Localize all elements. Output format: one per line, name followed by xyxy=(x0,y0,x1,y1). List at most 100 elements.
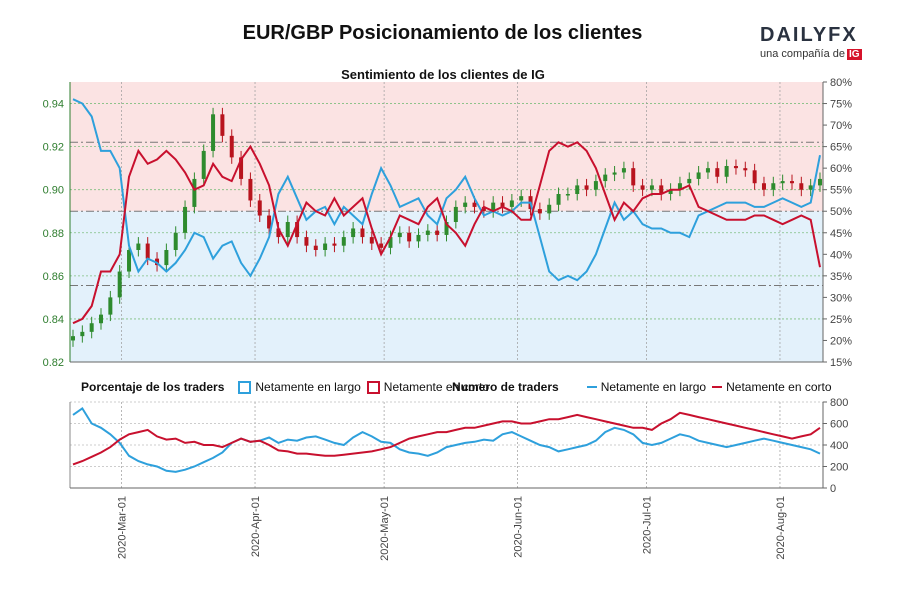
candle-body xyxy=(453,206,458,222)
x-tick-label: 2020-Mar-01 xyxy=(117,496,129,559)
candle-body xyxy=(808,185,813,190)
candle-body xyxy=(818,178,822,186)
logo-wordmark: DAILYFX xyxy=(760,24,858,46)
candle-body xyxy=(323,243,328,250)
candle-body xyxy=(733,166,738,169)
candle-body xyxy=(687,178,692,184)
num-short-line xyxy=(72,411,821,466)
candle-body xyxy=(435,230,440,235)
candle-body xyxy=(285,222,290,238)
percent-tick-label: 40% xyxy=(830,249,852,261)
candle-body xyxy=(621,168,626,173)
candle-body xyxy=(752,170,757,184)
candle-body xyxy=(696,172,701,179)
chart-subtitle: Sentimiento de los clientes de IG xyxy=(341,67,545,82)
candle-body xyxy=(192,178,197,207)
pct-legend-long: Netamente en largo xyxy=(255,380,361,394)
candle-body xyxy=(173,232,178,250)
candle-body xyxy=(360,228,365,238)
pct-long-line xyxy=(72,98,821,282)
candle-body xyxy=(257,200,262,216)
candle-body xyxy=(659,185,664,194)
candle-body xyxy=(677,183,682,190)
candle-body xyxy=(145,243,150,259)
candle-body xyxy=(267,215,272,229)
candle-body xyxy=(379,243,384,248)
candle-body xyxy=(547,204,552,214)
candle-body xyxy=(369,237,374,244)
pct-legend-title: Porcentaje de los traders xyxy=(81,380,225,394)
x-tick-label: 2020-Jun-01 xyxy=(512,496,524,558)
candle-body xyxy=(780,181,785,184)
x-tick-label: 2020-May-01 xyxy=(379,496,391,561)
trader-tick-label: 200 xyxy=(830,462,848,474)
candle-body xyxy=(519,196,524,201)
candle-body xyxy=(313,245,318,250)
candle-body xyxy=(565,194,570,196)
x-tick-label: 2020-Jul-01 xyxy=(642,496,654,554)
candle-body xyxy=(276,228,281,238)
candle-body xyxy=(463,202,468,207)
candle-body xyxy=(556,194,561,205)
percent-tick-label: 20% xyxy=(830,335,852,347)
candle-body xyxy=(603,174,608,182)
long-line-swatch xyxy=(586,386,597,388)
x-tick-label: 2020-Aug-01 xyxy=(775,496,787,560)
candle-body xyxy=(715,168,720,177)
num-long-line xyxy=(72,406,821,473)
percent-tick-label: 65% xyxy=(830,142,852,154)
candle-body xyxy=(631,168,636,186)
ig-badge: IG xyxy=(847,49,862,60)
candle-body xyxy=(117,271,122,298)
percent-tick-label: 50% xyxy=(830,206,852,218)
candle-body xyxy=(509,200,514,207)
candle-body xyxy=(127,250,132,272)
num-legend: Numero de traders Netamente en largo Net… xyxy=(452,380,832,394)
x-tick-label: 2020-Apr-01 xyxy=(250,496,262,557)
candle-body xyxy=(771,183,776,190)
candle-body xyxy=(416,234,421,242)
candle-body xyxy=(239,157,244,179)
candle-body xyxy=(668,189,673,194)
candle-body xyxy=(425,230,430,235)
trader-tick-label: 0 xyxy=(830,483,836,495)
candle-body xyxy=(229,135,234,158)
candle-body xyxy=(724,166,729,177)
candle-body xyxy=(99,314,104,324)
candle-body xyxy=(80,331,85,337)
short-line-swatch xyxy=(712,386,723,388)
percent-tick-label: 75% xyxy=(830,99,852,111)
candle-body xyxy=(799,183,804,190)
price-tick-label: 0.88 xyxy=(43,228,64,240)
candle-body xyxy=(575,185,580,194)
candle-body xyxy=(537,209,542,214)
candle-body xyxy=(136,243,141,250)
candle-body xyxy=(71,336,75,341)
pct-legend-short: Netamente en corto xyxy=(383,380,490,394)
trader-tick-label: 800 xyxy=(830,397,848,409)
short-swatch xyxy=(366,380,380,394)
pct-short-line xyxy=(72,141,821,325)
logo-tagline: una compañía de IG xyxy=(760,48,862,60)
trader-tick-label: 600 xyxy=(830,419,848,431)
dailyfx-logo: DAILYFX una compañía de IG xyxy=(760,24,870,60)
percent-tick-label: 55% xyxy=(830,185,852,197)
candle-body xyxy=(705,168,710,173)
price-tick-label: 0.94 xyxy=(43,99,64,111)
candle-body xyxy=(341,237,346,246)
candle-body xyxy=(164,250,169,266)
candle-body xyxy=(211,114,216,151)
percent-tick-label: 80% xyxy=(830,77,852,89)
candle-body xyxy=(491,202,496,212)
candle-body xyxy=(593,181,598,190)
trader-tick-label: 400 xyxy=(830,440,848,452)
price-tick-label: 0.84 xyxy=(43,314,64,326)
candle-body xyxy=(201,150,206,179)
candle-body xyxy=(183,206,188,233)
num-legend-short: Netamente en corto xyxy=(726,380,832,394)
num-legend-long: Netamente en largo xyxy=(600,380,707,394)
candle-body xyxy=(612,172,617,175)
candle-body xyxy=(789,181,794,184)
candle-body xyxy=(388,237,393,248)
